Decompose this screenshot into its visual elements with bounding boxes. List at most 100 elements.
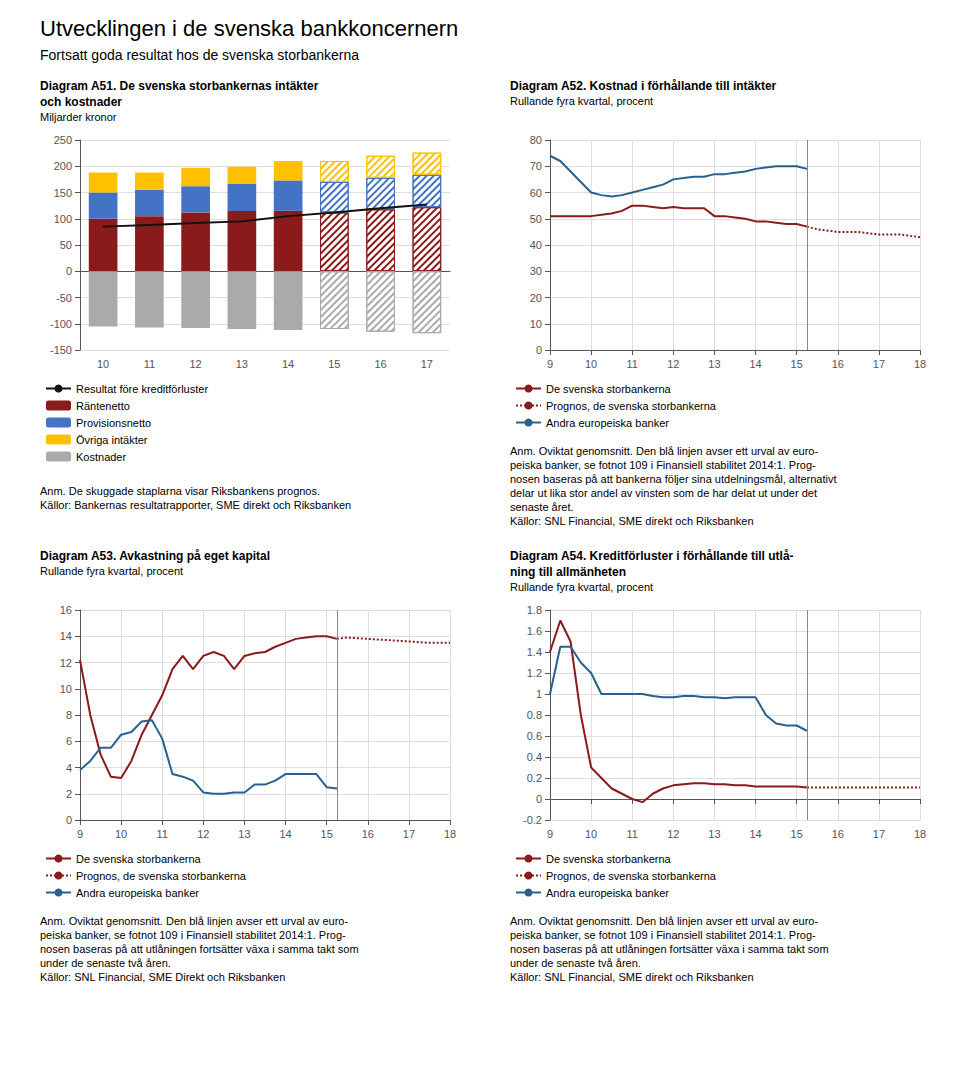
svg-text:Andra europeiska banker: Andra europeiska banker [76,887,199,899]
svg-text:18: 18 [444,828,456,840]
svg-text:11: 11 [627,358,638,370]
svg-text:12: 12 [190,358,202,370]
svg-text:0.6: 0.6 [527,730,542,742]
svg-text:30: 30 [530,265,542,277]
svg-text:0: 0 [66,814,72,826]
svg-text:9: 9 [547,358,553,370]
svg-text:10: 10 [530,318,542,330]
svg-text:-100: -100 [50,318,72,330]
svg-text:13: 13 [708,358,720,370]
svg-text:Prognos, de svenska storbanker: Prognos, de svenska storbankerna [546,400,717,412]
svg-text:peiska banker, se fotnot 109 i: peiska banker, se fotnot 109 i Finansiel… [40,929,346,941]
svg-text:16: 16 [832,358,844,370]
svg-text:4: 4 [66,762,72,774]
svg-text:8: 8 [66,709,72,721]
svg-text:0: 0 [536,344,542,356]
svg-text:peiska banker, se fotnot 109 i: peiska banker, se fotnot 109 i Finansiel… [510,459,816,471]
svg-text:-50: -50 [56,292,72,304]
svg-text:0: 0 [536,793,542,805]
svg-text:10: 10 [97,358,109,370]
svg-text:1.4: 1.4 [527,646,542,658]
svg-text:1.6: 1.6 [527,625,542,637]
svg-text:Anm. Oviktat genomsnitt. Den b: Anm. Oviktat genomsnitt. Den blå linjen … [40,915,348,927]
svg-text:9: 9 [77,828,83,840]
svg-text:Andra europeiska banker: Andra europeiska banker [546,417,669,429]
svg-text:60: 60 [530,187,542,199]
svg-text:13: 13 [238,828,250,840]
svg-text:nosen baseras på att bankerna: nosen baseras på att bankerna följer sin… [510,473,837,485]
svg-text:13: 13 [236,358,248,370]
svg-text:Anm. De skuggade staplarna vis: Anm. De skuggade staplarna visar Riksban… [40,485,320,497]
svg-text:-150: -150 [50,344,72,356]
svg-text:14: 14 [749,358,761,370]
svg-text:150: 150 [54,187,72,199]
svg-text:peiska banker, se fotnot 109 i: peiska banker, se fotnot 109 i Finansiel… [510,929,816,941]
svg-text:Anm. Oviktat genomsnitt. Den b: Anm. Oviktat genomsnitt. Den blå linjen … [510,915,818,927]
svg-text:12: 12 [197,828,209,840]
svg-text:Källor: SNL Financial, SME Dir: Källor: SNL Financial, SME Direkt och Ri… [40,971,285,983]
svg-text:0.4: 0.4 [527,751,542,763]
svg-text:12: 12 [667,828,679,840]
svg-text:Prognos, de svenska storbanker: Prognos, de svenska storbankerna [546,870,717,882]
svg-text:Rullande fyra kvartal, procent: Rullande fyra kvartal, procent [510,581,653,593]
svg-text:12: 12 [60,657,72,669]
svg-text:Fortsatt goda resultat hos de: Fortsatt goda resultat hos de svenska st… [40,47,359,63]
svg-text:0.8: 0.8 [527,709,542,721]
svg-text:Andra europeiska banker: Andra europeiska banker [546,887,669,899]
svg-text:15: 15 [321,828,333,840]
svg-text:nosen baseras på att utlåninge: nosen baseras på att utlåningen fortsätt… [510,943,829,955]
svg-text:16: 16 [362,828,374,840]
svg-text:Diagram A52. Kostnad i förhåll: Diagram A52. Kostnad i förhållande till … [510,79,777,93]
svg-text:40: 40 [530,239,542,251]
svg-text:Miljarder kronor: Miljarder kronor [40,111,117,123]
svg-text:18: 18 [914,828,926,840]
svg-text:De svenska storbankerna: De svenska storbankerna [546,853,672,865]
svg-text:Anm. Oviktat genomsnitt. Den b: Anm. Oviktat genomsnitt. Den blå linjen … [510,445,818,457]
svg-text:14: 14 [60,630,72,642]
svg-text:100: 100 [54,213,72,225]
svg-text:9: 9 [547,828,553,840]
svg-text:12: 12 [667,358,679,370]
svg-text:Räntenetto: Räntenetto [76,400,130,412]
svg-text:Diagram A53. Avkastning på ege: Diagram A53. Avkastning på eget kapital [40,549,270,563]
svg-text:nosen baseras på att utlåninge: nosen baseras på att utlåningen fortsätt… [40,943,359,955]
svg-text:-0.2: -0.2 [523,814,542,826]
svg-text:14: 14 [282,358,294,370]
svg-text:18: 18 [914,358,926,370]
svg-text:0.2: 0.2 [527,772,542,784]
svg-text:under de senaste två åren.: under de senaste två åren. [40,957,171,969]
svg-text:16: 16 [60,604,72,616]
svg-text:Diagram A54. Kreditförluster i: Diagram A54. Kreditförluster i förhållan… [510,549,794,563]
svg-text:16: 16 [375,358,387,370]
svg-text:17: 17 [403,828,415,840]
svg-text:11: 11 [627,828,638,840]
svg-text:10: 10 [585,828,597,840]
svg-text:50: 50 [530,213,542,225]
svg-text:Källor: Bankernas resultatrapp: Källor: Bankernas resultatrapporter, SME… [40,499,351,511]
svg-text:10: 10 [60,683,72,695]
svg-text:1.2: 1.2 [527,667,542,679]
svg-text:och kostnader: och kostnader [40,95,122,109]
svg-text:Rullande fyra kvartal, procent: Rullande fyra kvartal, procent [40,565,183,577]
svg-text:under de senaste två åren.: under de senaste två åren. [510,957,641,969]
svg-text:70: 70 [530,160,542,172]
svg-text:Kostnader: Kostnader [76,451,126,463]
svg-text:17: 17 [421,358,433,370]
svg-text:50: 50 [60,239,72,251]
svg-text:15: 15 [791,358,803,370]
svg-text:Övriga intäkter: Övriga intäkter [76,434,148,446]
svg-text:Resultat före kreditförluster: Resultat före kreditförluster [76,383,208,395]
svg-text:16: 16 [832,828,844,840]
svg-text:20: 20 [530,292,542,304]
svg-text:Prognos, de svenska storbanker: Prognos, de svenska storbankerna [76,870,247,882]
svg-text:80: 80 [530,134,542,146]
svg-text:Källor: SNL Financial, SME dir: Källor: SNL Financial, SME direkt och Ri… [510,515,754,527]
svg-text:delar ut lika stor andel av vi: delar ut lika stor andel av vinsten som … [510,487,817,499]
svg-text:250: 250 [54,134,72,146]
svg-text:10: 10 [115,828,127,840]
svg-text:17: 17 [873,828,885,840]
svg-text:11: 11 [144,358,155,370]
svg-text:10: 10 [585,358,597,370]
svg-text:De svenska storbankerna: De svenska storbankerna [76,853,202,865]
svg-text:15: 15 [791,828,803,840]
